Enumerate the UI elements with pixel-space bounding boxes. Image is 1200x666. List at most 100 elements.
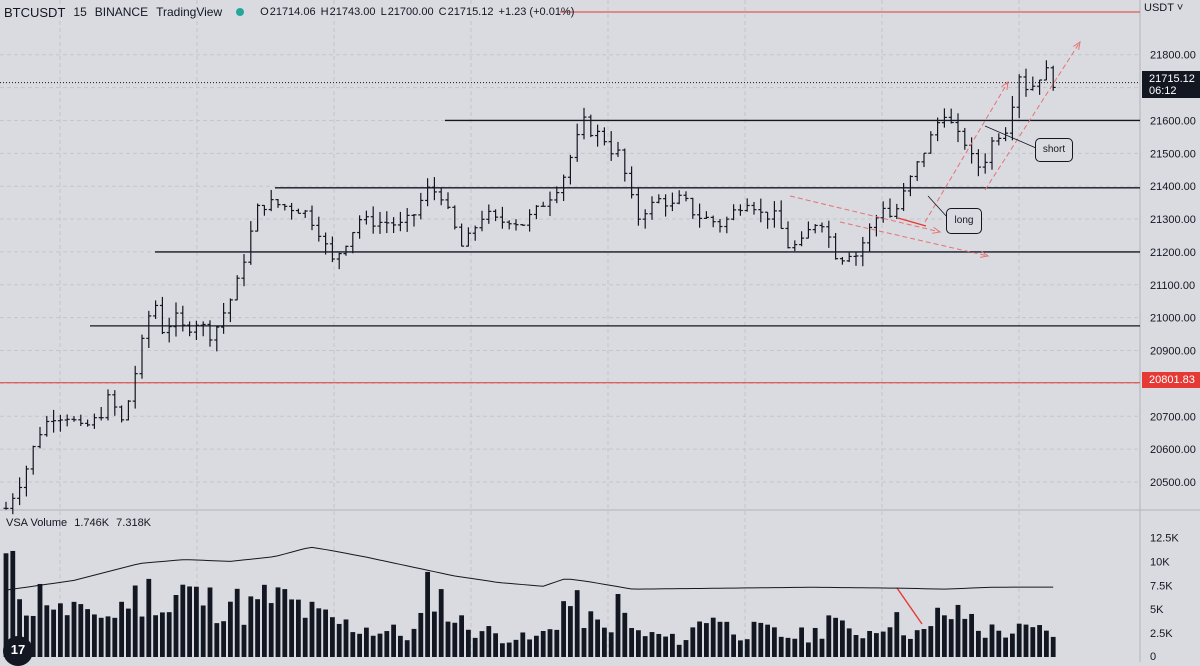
volume-bar (323, 609, 328, 657)
bar-countdown: 06:12 (1149, 85, 1177, 97)
price-bar (261, 204, 267, 216)
price-bar (520, 224, 526, 226)
price-bar (132, 365, 138, 409)
volume-bar (962, 618, 968, 657)
volume-bar (126, 608, 131, 657)
short-note[interactable]: short (1035, 138, 1073, 162)
tradingview-logo-icon[interactable]: 17 (3, 636, 33, 666)
price-bar (404, 208, 410, 232)
price-bar (187, 321, 193, 337)
price-bar (200, 321, 206, 337)
symbol[interactable]: BTCUSDT (4, 4, 66, 20)
volume-tick-label: 10K (1150, 556, 1170, 568)
price-bar (472, 225, 478, 241)
volume-tick-label: 7.5K (1150, 580, 1173, 592)
volume-bar (194, 586, 199, 657)
price-bar (581, 107, 587, 140)
price-bar (479, 210, 485, 232)
price-bar (941, 108, 947, 128)
price-bar (778, 200, 784, 230)
price-bar (363, 210, 369, 225)
low-value: 21700.00 (387, 6, 434, 18)
alert-price-tag[interactable]: 20801.83 (1142, 372, 1200, 388)
currency-selector[interactable]: USDT ˅ (1144, 2, 1198, 14)
price-bars (3, 60, 1056, 515)
price-bar (527, 209, 533, 232)
volume-bar (37, 583, 43, 657)
platform: TradingView (156, 5, 223, 19)
volume-bar (629, 628, 634, 657)
price-bar (438, 187, 444, 206)
price-bar (561, 174, 567, 202)
price-bar (676, 190, 682, 205)
interval[interactable]: 15 (73, 5, 87, 19)
price-bar (268, 189, 274, 212)
volume-bar (785, 637, 791, 657)
volume-bar (574, 590, 580, 657)
volume-bar (1050, 636, 1056, 657)
volume-bar (901, 635, 906, 657)
volume-bar (982, 637, 988, 657)
volume-bar (336, 623, 342, 657)
price-tick-label: 21200.00 (1150, 247, 1196, 259)
volume-bar (309, 601, 315, 657)
volume-bar (846, 628, 852, 657)
price-bar (649, 196, 655, 220)
volume-bar (506, 642, 512, 657)
price-bar (289, 202, 295, 220)
price-bar (91, 413, 97, 429)
price-bar (1050, 65, 1056, 91)
volume-bar (105, 616, 111, 657)
volume-bar (540, 630, 546, 657)
price-bar (669, 192, 675, 212)
short-connector (984, 125, 1037, 149)
price-bar (384, 211, 390, 234)
price-bar (30, 445, 36, 475)
volume-bars (3, 550, 1056, 657)
price-bar (554, 186, 560, 204)
volume-bar (840, 620, 845, 657)
volume-bar (1037, 625, 1042, 657)
price-bar (295, 208, 301, 214)
price-bar (64, 414, 70, 427)
price-bar (173, 302, 179, 337)
volume-bar (527, 639, 532, 657)
volume-bar (765, 624, 770, 657)
price-tick-label: 21100.00 (1150, 280, 1195, 292)
long-connector (927, 195, 949, 219)
price-bar (10, 493, 16, 515)
price-bar (921, 152, 927, 168)
volume-bar (534, 635, 539, 657)
volume-moving-average (5, 546, 1054, 591)
volume-bar (547, 629, 553, 657)
volume-bar (812, 627, 818, 657)
price-bar (819, 222, 825, 233)
price-bar (853, 252, 859, 266)
price-bar (350, 231, 356, 254)
price-bar (486, 204, 492, 224)
price-bar (452, 205, 458, 230)
volume-bar (833, 617, 838, 657)
volume-bar (17, 599, 22, 657)
price-bar (459, 223, 465, 247)
long-note[interactable]: long (946, 208, 982, 234)
price-bar (608, 131, 614, 161)
price-bar (180, 305, 186, 332)
price-bar (166, 317, 172, 343)
volume-bar (942, 615, 947, 657)
volume-bar (602, 627, 607, 657)
logo-text: 17 (10, 642, 26, 657)
volume-bar (200, 605, 206, 657)
price-bar (948, 108, 954, 124)
volume-bar (792, 638, 798, 657)
price-bar (159, 296, 165, 335)
volume-bar (10, 550, 16, 657)
volume-bar (717, 621, 723, 657)
volume-bar (343, 619, 349, 657)
volume-indicator-name[interactable]: VSA Volume (6, 517, 68, 529)
price-tick-label: 20900.00 (1150, 346, 1196, 358)
short-label: short (1042, 144, 1066, 155)
price-bar (758, 198, 764, 223)
